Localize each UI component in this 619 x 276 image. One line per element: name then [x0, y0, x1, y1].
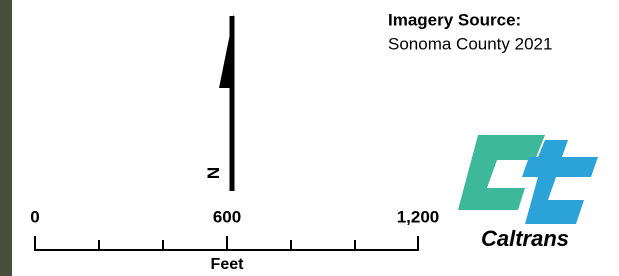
scale-label: 600 — [213, 207, 241, 226]
scale-unit: Feet — [211, 256, 245, 273]
map-legend: N 0 600 1,200 Feet Imagery Source: Sonom… — [0, 0, 619, 276]
source-title: Imagery Source: — [388, 10, 521, 29]
imagery-edge — [0, 0, 12, 276]
north-label: N — [204, 167, 223, 179]
source-text: Sonoma County 2021 — [388, 34, 552, 53]
logo-text: Caltrans — [481, 226, 569, 251]
scale-label: 1,200 — [397, 207, 440, 226]
scale-label: 0 — [30, 207, 39, 226]
